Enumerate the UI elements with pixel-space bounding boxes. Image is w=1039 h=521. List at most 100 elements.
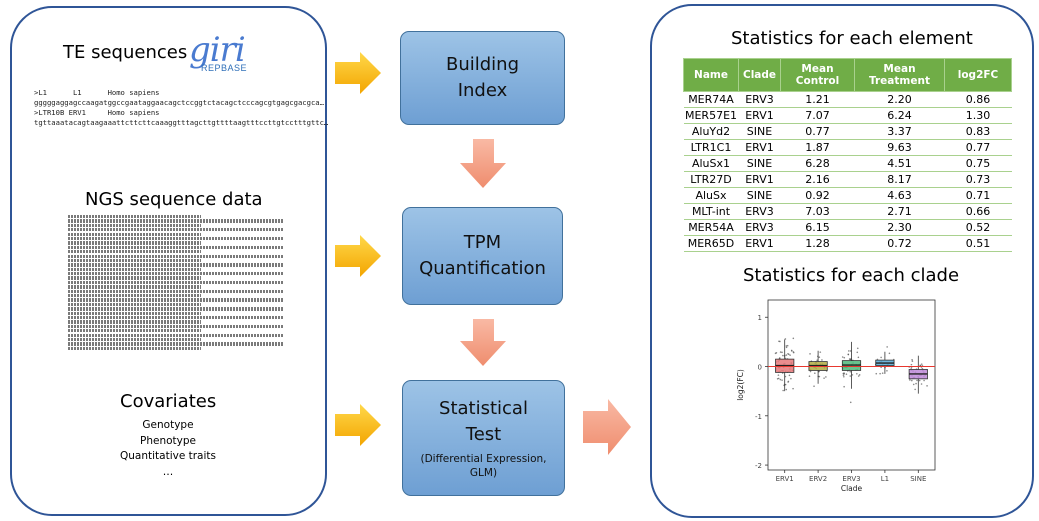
arrow-right-4-icon [583,399,631,455]
table-cell: 2.30 [854,219,945,236]
jitter-point [911,358,913,361]
read-line [68,250,202,254]
jitter-point [778,357,781,359]
jitter-point [784,338,787,340]
read-line [68,333,283,337]
jitter-point [809,353,811,355]
read-line [68,311,202,315]
table-cell: 1.28 [780,235,855,252]
jitter-point [916,379,918,382]
table-row: MER54A ERV3 6.15 2.30 0.52 [683,219,1012,236]
jitter-point [909,379,911,381]
jitter-point [777,374,780,376]
table-cell: 6.15 [780,219,855,236]
jitter-point [911,360,914,362]
te-sequences-title: TE sequences [63,42,188,63]
x-tick-label: ERV2 [809,475,827,483]
read-line [68,236,283,241]
jitter-point [786,344,789,347]
table-cell: 0.75 [944,155,1012,172]
table-cell: 0.77 [944,139,1012,156]
table-cell: 7.07 [780,107,855,124]
jitter-point [792,337,795,340]
table-cell: 8.17 [854,171,945,188]
table-row: AluSx SINE 0.92 4.63 0.71 [683,187,1012,204]
read-line [68,294,202,298]
jitter-point [857,375,860,377]
table-cell: 2.16 [780,171,855,188]
covariate-quantitative: Quantitative traits [119,450,216,462]
table-row: MLT-int ERV3 7.03 2.71 0.66 [683,203,1012,220]
te-line-1: >L1 L1 Homo sapiens [34,88,160,97]
read-line [68,263,283,267]
jitter-point [823,377,825,379]
read-line [68,232,202,236]
jitter-point [782,354,784,357]
table-cell: ERV1 [738,235,781,252]
te-line-4: tgttaaatacagtaagaaattcttcttcaaaggtttagct… [34,118,329,127]
table-cell: LTR1C1 [683,139,739,156]
x-tick-label: SINE [910,475,926,483]
jitter-point [843,372,845,375]
read-line [68,285,202,289]
read-line [68,346,202,351]
table-cell: 4.51 [854,155,945,172]
jitter-point [915,382,917,385]
table-row: AluSx1 SINE 6.28 4.51 0.75 [683,155,1012,172]
table-cell: 6.28 [780,155,855,172]
x-tick-label: L1 [881,475,889,483]
arrow-down-2-icon [460,319,506,366]
read-line [68,258,202,263]
jitter-point [886,369,888,372]
table-cell: 0.92 [780,187,855,204]
jitter-point [790,350,793,352]
table-cell: 0.77 [780,123,855,140]
jitter-point [843,375,845,378]
table-row: LTR1C1 ERV1 1.87 9.63 0.77 [683,139,1012,156]
table-cell: ERV1 [738,171,781,188]
element-stats-title: Statistics for each element [731,28,973,49]
element-stats-table: Name Clade Mean Control Mean Treatment l… [683,58,1012,252]
jitter-point [787,353,790,356]
table-cell: ERV3 [738,219,781,236]
table-cell: 3.37 [854,123,945,140]
table-cell: 6.24 [854,107,945,124]
jitter-point [926,385,928,387]
covariate-phenotype: Phenotype [140,434,196,447]
table-cell: 0.71 [944,187,1012,204]
jitter-point [819,351,822,353]
jitter-point [821,359,823,361]
table-row: MER57E1 ERV1 7.07 6.24 1.30 [683,107,1012,124]
jitter-point [914,388,916,391]
jitter-point [849,358,851,361]
jitter-point [856,347,859,350]
read-line [68,324,283,329]
read-line [68,302,202,307]
jitter-point [784,383,787,386]
read-line [68,320,202,324]
te-line-2: gggggaggagccaagatggccgaataggaacagctccggt… [34,98,324,107]
jitter-point [789,354,791,356]
logo-text: giri [189,30,246,70]
table-cell: AluSx1 [683,155,739,172]
table-row: MER65D ERV1 1.28 0.72 0.51 [683,235,1012,252]
jitter-point [851,374,854,376]
y-tick-label: 1 [758,314,762,322]
jitter-point [847,353,850,356]
table-cell: MER54A [683,219,739,236]
y-axis-label: log2(FC) [736,369,745,401]
jitter-point [841,356,844,358]
read-line [68,215,202,219]
x-tick-label: ERV3 [842,475,860,483]
x-tick-label: ERV1 [776,475,794,483]
jitter-point [777,377,780,380]
table-cell: SINE [738,187,781,204]
read-line [68,228,283,232]
read-line [68,276,202,280]
jitter-point [910,367,913,369]
stat-test-label-2: Test [465,424,502,445]
jitter-point [911,379,913,382]
table-cell: 0.73 [944,171,1012,188]
table-row: AluYd2 SINE 0.77 3.37 0.83 [683,123,1012,140]
